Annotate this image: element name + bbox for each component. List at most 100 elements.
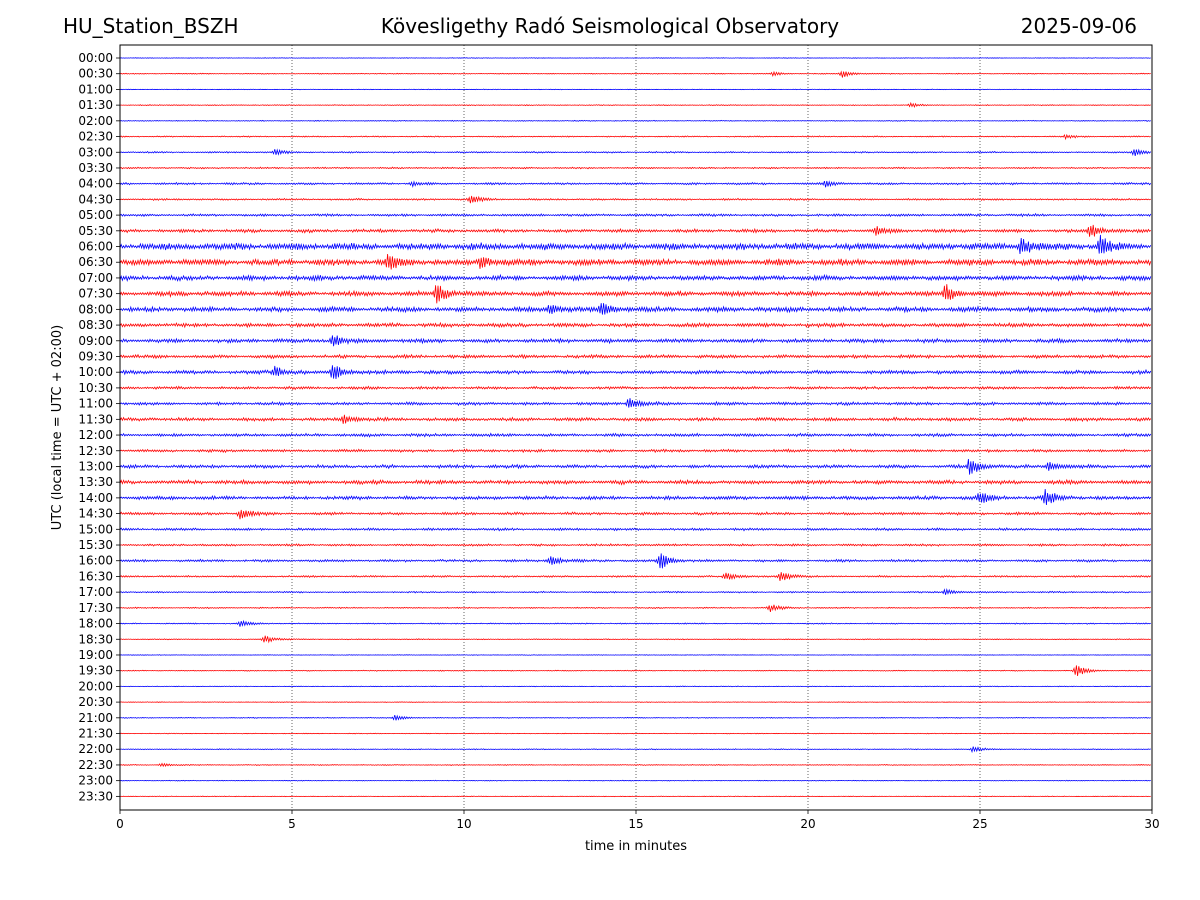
trace-row-0930 — [119, 353, 1152, 360]
y-tick-label: 21:30 — [78, 727, 113, 741]
y-tick-label: 07:30 — [78, 287, 113, 301]
x-tick-label: 0 — [116, 817, 124, 831]
y-tick-label: 04:00 — [78, 177, 113, 191]
station-name: HU_Station_BSZH — [63, 14, 239, 38]
y-tick-label: 03:30 — [78, 161, 113, 175]
y-tick-label: 09:30 — [78, 349, 113, 363]
trace-row-0330 — [119, 166, 1152, 170]
y-tick-label: 13:00 — [78, 459, 113, 473]
y-tick-label: 22:00 — [78, 742, 113, 756]
y-tick-label: 14:30 — [78, 507, 113, 521]
trace-row-1930 — [119, 665, 1151, 676]
y-tick-label: 17:00 — [78, 585, 113, 599]
y-tick-label: 11:00 — [78, 397, 113, 411]
y-tick-label: 10:30 — [78, 381, 113, 395]
y-tick-label: 04:30 — [78, 192, 113, 206]
trace-row-0100 — [119, 88, 1151, 91]
trace-row-1500 — [119, 527, 1152, 532]
trace-row-1300 — [119, 458, 1152, 475]
y-tick-label: 11:30 — [78, 412, 113, 426]
trace-row-0230 — [119, 133, 1151, 141]
trace-row-2300 — [119, 779, 1151, 782]
trace-row-1730 — [119, 604, 1151, 612]
trace-row-2330 — [119, 795, 1151, 798]
trace-row-1400 — [119, 489, 1152, 506]
y-tick-label: 22:30 — [78, 758, 113, 772]
gridlines — [291, 45, 981, 810]
trace-row-1700 — [119, 587, 1151, 595]
x-tick-label: 25 — [972, 817, 987, 831]
x-tick-label: 20 — [800, 817, 815, 831]
trace-row-0500 — [119, 212, 1152, 218]
observatory-title: Kövesligethy Radó Seismological Observat… — [380, 14, 840, 38]
y-tick-label: 21:00 — [78, 711, 113, 725]
seismic-traces — [119, 57, 1152, 798]
y-tick-label: 00:30 — [78, 67, 113, 81]
trace-row-1900 — [119, 654, 1151, 656]
trace-row-0200 — [119, 119, 1151, 122]
trace-row-1230 — [119, 448, 1152, 454]
x-axis-label: time in minutes — [585, 839, 687, 854]
trace-row-2100 — [119, 714, 1151, 721]
y-tick-label: 01:30 — [78, 98, 113, 112]
y-tick-label: 05:00 — [78, 208, 113, 222]
trace-row-1830 — [119, 635, 1151, 644]
trace-row-0300 — [119, 148, 1152, 157]
trace-row-1100 — [119, 398, 1152, 408]
trace-row-0700 — [119, 273, 1152, 283]
y-tick-label: 13:30 — [78, 475, 113, 489]
trace-row-0630 — [119, 253, 1152, 270]
y-tick-label: 03:00 — [78, 145, 113, 159]
y-tick-label: 02:00 — [78, 114, 113, 128]
y-tick-label: 06:00 — [78, 240, 113, 254]
trace-row-1630 — [119, 572, 1152, 582]
y-tick-label: 07:00 — [78, 271, 113, 285]
trace-row-1600 — [119, 553, 1152, 569]
y-tick-label: 08:30 — [78, 318, 113, 332]
y-tick-label: 17:30 — [78, 601, 113, 615]
trace-row-0600 — [119, 234, 1152, 254]
trace-row-0030 — [119, 70, 1151, 78]
trace-row-2200 — [119, 746, 1151, 754]
y-tick-label: 15:30 — [78, 538, 113, 552]
y-tick-label: 12:30 — [78, 444, 113, 458]
trace-row-0730 — [119, 284, 1152, 304]
trace-row-1430 — [119, 509, 1152, 520]
y-tick-label: 19:00 — [78, 648, 113, 662]
trace-row-0530 — [119, 224, 1152, 237]
y-tick-label: 23:30 — [78, 789, 113, 803]
trace-row-0430 — [119, 195, 1151, 204]
trace-row-0130 — [119, 101, 1151, 108]
trace-row-0800 — [119, 303, 1152, 315]
trace-row-2000 — [119, 685, 1151, 688]
y-tick-label: 14:00 — [78, 491, 113, 505]
y-axis-label: UTC (local time = UTC + 02:00) — [50, 325, 65, 530]
y-tick-label: 20:30 — [78, 695, 113, 709]
y-tick-label: 16:00 — [78, 554, 113, 568]
trace-row-2130 — [119, 732, 1151, 735]
trace-row-2230 — [119, 762, 1151, 768]
y-tick-label: 10:00 — [78, 365, 113, 379]
y-tick-label: 18:30 — [78, 632, 113, 646]
y-tick-label: 18:00 — [78, 617, 113, 631]
y-tick-label: 16:30 — [78, 569, 113, 583]
y-tick-label: 09:00 — [78, 334, 113, 348]
y-tick-label: 23:00 — [78, 774, 113, 788]
y-tick-label: 02:30 — [78, 130, 113, 144]
y-tick-label: 00:00 — [78, 51, 113, 65]
x-tick-label: 5 — [288, 817, 296, 831]
x-tick-label: 30 — [1144, 817, 1159, 831]
x-ticks: 0 5 10 15 20 25 30 — [116, 810, 1160, 831]
x-tick-label: 15 — [628, 817, 643, 831]
trace-row-1530 — [119, 543, 1152, 548]
y-tick-label: 08:00 — [78, 302, 113, 316]
trace-row-0400 — [119, 180, 1152, 189]
trace-row-0000 — [119, 57, 1151, 59]
y-tick-label: 12:00 — [78, 428, 113, 442]
y-tick-label: 15:00 — [78, 522, 113, 536]
trace-row-1800 — [119, 619, 1151, 627]
trace-row-0900 — [119, 335, 1152, 347]
y-tick-label: 06:30 — [78, 255, 113, 269]
trace-row-1200 — [119, 432, 1152, 438]
